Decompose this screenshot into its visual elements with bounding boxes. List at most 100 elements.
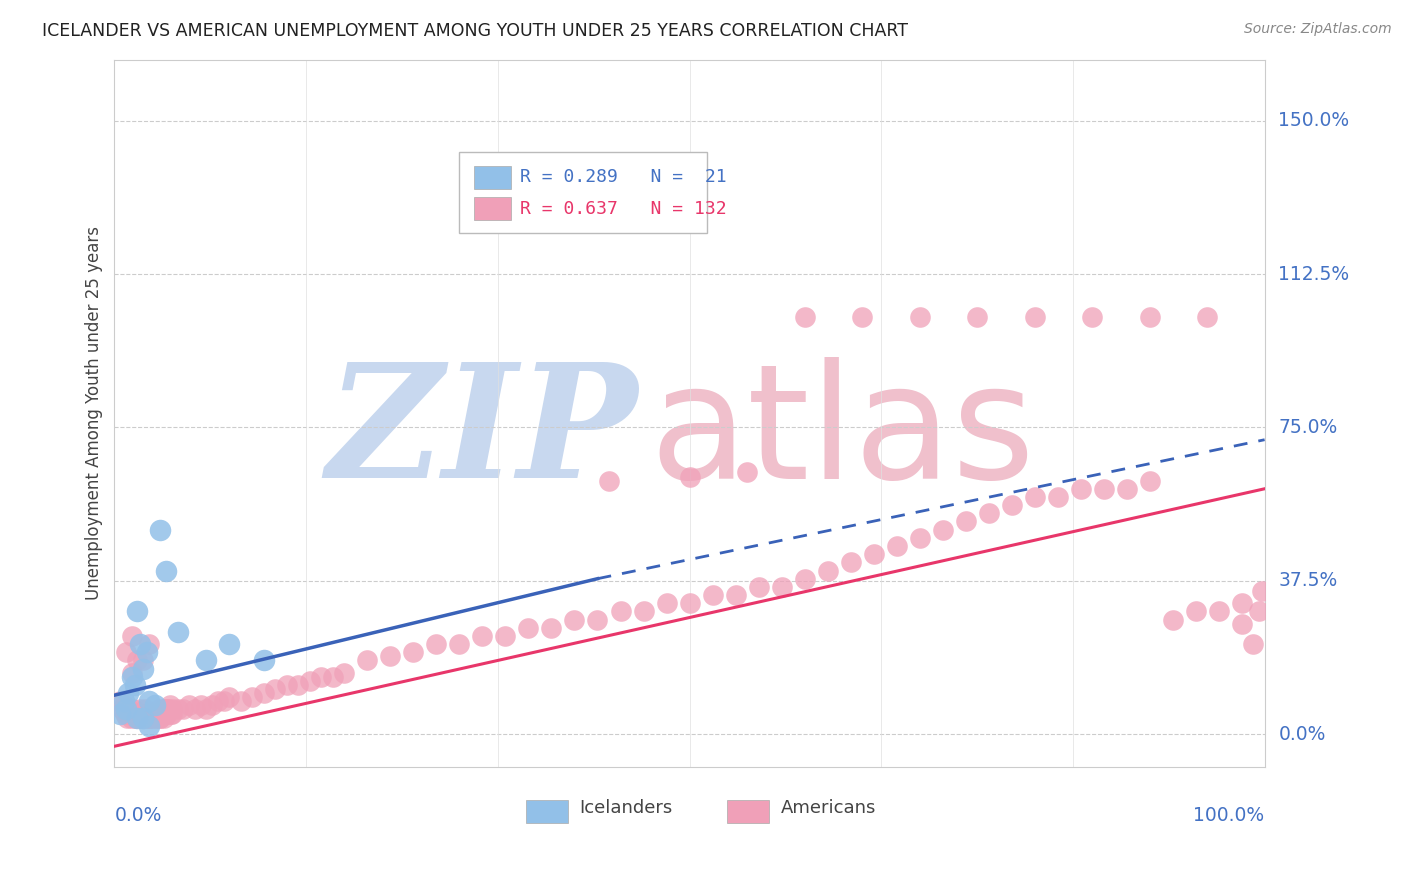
Point bbox=[149, 711, 172, 725]
Point bbox=[264, 681, 287, 696]
Text: ICELANDER VS AMERICAN UNEMPLOYMENT AMONG YOUTH UNDER 25 YEARS CORRELATION CHART: ICELANDER VS AMERICAN UNEMPLOYMENT AMONG… bbox=[42, 22, 908, 40]
Point bbox=[1230, 616, 1253, 631]
Point bbox=[908, 310, 931, 324]
Point bbox=[146, 711, 169, 725]
Point bbox=[145, 706, 167, 721]
Point bbox=[136, 706, 159, 721]
Point bbox=[132, 711, 155, 725]
Point bbox=[1208, 604, 1230, 618]
Text: Source: ZipAtlas.com: Source: ZipAtlas.com bbox=[1244, 22, 1392, 37]
Point bbox=[160, 706, 183, 721]
Point bbox=[735, 466, 758, 480]
Point bbox=[117, 706, 139, 721]
Text: R = 0.289   N =  21: R = 0.289 N = 21 bbox=[520, 169, 727, 186]
Point bbox=[253, 653, 276, 667]
Point bbox=[564, 613, 586, 627]
Point bbox=[115, 702, 138, 716]
Point bbox=[118, 702, 141, 716]
Point bbox=[655, 596, 678, 610]
Point bbox=[1251, 583, 1274, 598]
Point bbox=[298, 673, 321, 688]
Point bbox=[1139, 310, 1161, 324]
Point bbox=[114, 706, 136, 721]
Point bbox=[1092, 482, 1115, 496]
Point bbox=[129, 711, 152, 725]
Point bbox=[117, 686, 139, 700]
Point bbox=[132, 706, 155, 721]
Text: 37.5%: 37.5% bbox=[1278, 571, 1337, 591]
Point bbox=[152, 702, 174, 716]
Point bbox=[149, 523, 172, 537]
Text: Icelanders: Icelanders bbox=[579, 798, 672, 817]
Point bbox=[124, 711, 146, 725]
Point bbox=[212, 694, 235, 708]
Point bbox=[253, 686, 276, 700]
FancyBboxPatch shape bbox=[460, 152, 707, 233]
Point bbox=[1197, 310, 1219, 324]
Point bbox=[143, 706, 166, 721]
Point bbox=[770, 580, 793, 594]
Point bbox=[1115, 482, 1137, 496]
Point bbox=[817, 564, 839, 578]
Point bbox=[128, 637, 150, 651]
Point bbox=[229, 694, 252, 708]
Point bbox=[678, 596, 700, 610]
Text: 0.0%: 0.0% bbox=[1278, 724, 1326, 744]
Point bbox=[276, 678, 298, 692]
Point bbox=[127, 706, 149, 721]
Point bbox=[127, 653, 149, 667]
Point bbox=[134, 706, 156, 721]
Point bbox=[166, 624, 188, 639]
Point bbox=[125, 706, 148, 721]
Point bbox=[1230, 596, 1253, 610]
Point bbox=[155, 702, 177, 716]
Point bbox=[115, 702, 138, 716]
Point bbox=[121, 706, 143, 721]
Text: 75.0%: 75.0% bbox=[1278, 418, 1337, 437]
Point bbox=[908, 531, 931, 545]
Point bbox=[195, 653, 218, 667]
Point bbox=[449, 637, 471, 651]
Point bbox=[218, 637, 240, 651]
Point bbox=[134, 702, 156, 716]
Point bbox=[862, 547, 884, 561]
Point bbox=[108, 694, 131, 708]
Text: 100.0%: 100.0% bbox=[1194, 805, 1264, 824]
Point bbox=[633, 604, 655, 618]
Point bbox=[886, 539, 908, 553]
Point bbox=[724, 588, 747, 602]
Point bbox=[139, 711, 162, 725]
Point bbox=[141, 706, 163, 721]
Point bbox=[127, 604, 149, 618]
Point bbox=[966, 310, 988, 324]
Point bbox=[179, 698, 201, 713]
Point bbox=[108, 706, 131, 721]
Point bbox=[201, 698, 224, 713]
Text: 150.0%: 150.0% bbox=[1278, 112, 1350, 130]
Point bbox=[702, 588, 724, 602]
Point bbox=[153, 711, 176, 725]
Point bbox=[138, 711, 160, 725]
Point bbox=[747, 580, 769, 594]
Point bbox=[1241, 637, 1264, 651]
Point bbox=[195, 702, 218, 716]
Point bbox=[156, 706, 179, 721]
Point bbox=[135, 645, 157, 659]
Point bbox=[598, 474, 620, 488]
Point bbox=[131, 706, 153, 721]
Point bbox=[120, 711, 142, 725]
Point bbox=[160, 702, 183, 716]
Point bbox=[128, 702, 150, 716]
Point bbox=[115, 711, 138, 725]
Point bbox=[242, 690, 264, 705]
Point bbox=[1024, 310, 1046, 324]
FancyBboxPatch shape bbox=[474, 197, 512, 219]
Point bbox=[111, 702, 134, 716]
Point bbox=[1070, 482, 1092, 496]
Point bbox=[128, 706, 150, 721]
Point bbox=[333, 665, 356, 680]
Point bbox=[495, 629, 517, 643]
Point bbox=[402, 645, 425, 659]
Point bbox=[132, 662, 155, 676]
Point bbox=[1247, 604, 1270, 618]
